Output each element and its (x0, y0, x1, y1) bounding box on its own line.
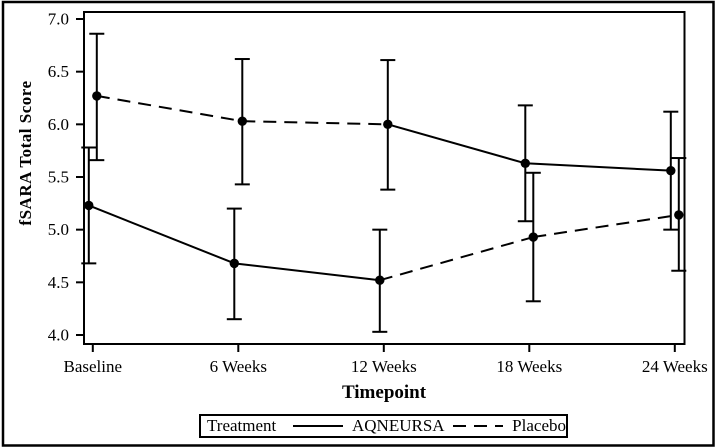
data-point-marker (520, 158, 530, 169)
plot-frame (83, 11, 686, 345)
series-line-segment (387, 123, 526, 165)
data-point-marker (674, 210, 684, 220)
data-point-marker (84, 200, 94, 211)
legend: Treatment AQNEURSA Placebo (199, 414, 568, 438)
dashed-line-sample-icon (452, 425, 504, 427)
y-tick-label: 5.0 (48, 220, 69, 239)
y-tick-label: 5.5 (48, 167, 69, 186)
data-point-marker (528, 232, 538, 242)
data-point-marker (383, 119, 393, 130)
y-tick-label: 4.0 (48, 325, 69, 344)
series-line-segment (88, 204, 235, 265)
solid-line-sample-icon (293, 425, 343, 427)
y-tick-label: 7.0 (48, 10, 69, 29)
series-line-segment (242, 120, 388, 126)
y-tick-label: 4.5 (48, 273, 69, 292)
data-point-marker (92, 91, 102, 101)
series-line-segment (533, 213, 679, 239)
data-point-marker (375, 275, 385, 285)
series-line-segment (96, 94, 243, 123)
x-tick-label: Baseline (64, 357, 123, 376)
legend-entry-placebo: Placebo (512, 416, 566, 435)
legend-entry-aqneursa: AQNEURSA (351, 416, 445, 435)
y-tick-label: 6.0 (48, 115, 69, 134)
legend-title: Treatment (207, 416, 277, 435)
x-tick-label: 6 Weeks (210, 357, 267, 376)
x-tick-label: 12 Weeks (351, 357, 417, 376)
series-line-segment (525, 162, 671, 172)
x-tick-label: 24 Weeks (642, 357, 708, 376)
y-axis-title: fSARA Total Score (16, 80, 35, 226)
y-tick-label: 6.5 (48, 62, 69, 81)
series-line-segment (379, 236, 534, 282)
data-point-marker (666, 165, 676, 176)
data-point-marker (229, 258, 239, 269)
data-point-marker (237, 116, 247, 126)
series-line-segment (234, 262, 380, 282)
x-axis-title: Timepoint (341, 382, 427, 403)
x-tick-label: 18 Weeks (496, 357, 562, 376)
